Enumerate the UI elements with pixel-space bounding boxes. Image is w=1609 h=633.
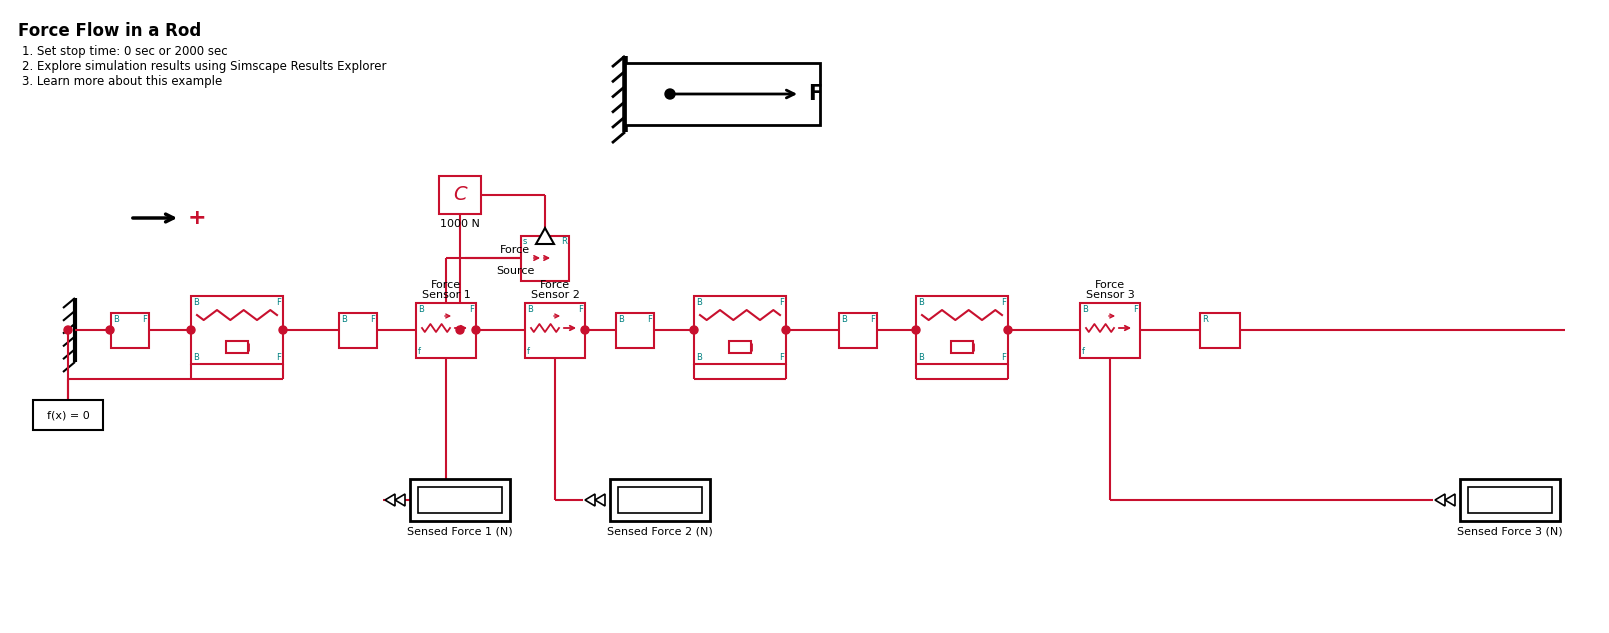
Text: F: F [1133, 304, 1138, 313]
Text: B: B [842, 315, 846, 323]
Text: B: B [528, 304, 533, 313]
Bar [521, 235, 570, 280]
Text: B: B [113, 315, 119, 323]
Bar [838, 313, 877, 348]
Text: 2. Explore simulation results using Simscape Results Explorer: 2. Explore simulation results using Sims… [23, 60, 386, 73]
Text: B: B [919, 298, 924, 307]
Text: 1. Set stop time: 0 sec or 2000 sec: 1. Set stop time: 0 sec or 2000 sec [23, 45, 227, 58]
Text: Sensor 2: Sensor 2 [531, 291, 579, 301]
Text: B: B [697, 353, 702, 362]
Text: f: f [528, 346, 529, 356]
Text: B: B [618, 315, 624, 323]
Circle shape [1004, 326, 1012, 334]
Text: Force Flow in a Rod: Force Flow in a Rod [18, 22, 201, 40]
Circle shape [64, 326, 72, 334]
Bar [191, 296, 283, 364]
Text: F: F [647, 315, 652, 323]
Polygon shape [595, 494, 605, 506]
Text: B: B [193, 353, 200, 362]
Text: F: F [142, 315, 146, 323]
Circle shape [690, 326, 698, 334]
Text: Sensor 1: Sensor 1 [422, 291, 470, 301]
Text: F: F [808, 84, 822, 104]
Polygon shape [1435, 494, 1445, 506]
Text: Source: Source [496, 266, 534, 276]
Circle shape [455, 326, 463, 334]
Text: Force: Force [541, 280, 570, 291]
Bar [417, 303, 476, 358]
Text: F: F [277, 298, 282, 307]
Text: Sensed Force 3 (N): Sensed Force 3 (N) [1458, 526, 1562, 536]
Circle shape [187, 326, 195, 334]
Bar [693, 296, 787, 364]
Text: s: s [523, 237, 528, 246]
Text: Force: Force [500, 245, 529, 255]
Polygon shape [586, 494, 595, 506]
Bar [624, 63, 821, 125]
Bar [525, 303, 586, 358]
Text: F: F [870, 315, 875, 323]
Text: F: F [1001, 353, 1006, 362]
Text: B: B [697, 298, 702, 307]
Bar [225, 341, 248, 353]
Text: f: f [418, 346, 422, 356]
Text: 3. Learn more about this example: 3. Learn more about this example [23, 75, 222, 88]
Text: Force: Force [431, 280, 462, 291]
Polygon shape [1445, 494, 1455, 506]
Bar [610, 479, 710, 521]
Bar [111, 313, 150, 348]
Circle shape [471, 326, 479, 334]
Bar [339, 313, 377, 348]
Circle shape [782, 326, 790, 334]
Bar [618, 487, 702, 513]
Bar [1467, 487, 1553, 513]
Text: B: B [919, 353, 924, 362]
Text: C: C [454, 185, 467, 204]
Bar [418, 487, 502, 513]
Bar [951, 341, 973, 353]
Text: Force: Force [1096, 280, 1125, 291]
Text: F: F [277, 353, 282, 362]
Bar [1200, 313, 1241, 348]
Text: Sensed Force 2 (N): Sensed Force 2 (N) [607, 526, 713, 536]
Text: f: f [1081, 346, 1084, 356]
Text: B: B [1081, 304, 1088, 313]
Text: f(x) = 0: f(x) = 0 [47, 410, 90, 420]
Bar [616, 313, 653, 348]
Text: +: + [188, 208, 206, 228]
Polygon shape [394, 494, 405, 506]
Bar [1459, 479, 1561, 521]
Circle shape [912, 326, 920, 334]
Text: R: R [562, 237, 566, 246]
Text: R: R [1202, 315, 1208, 323]
Bar [34, 400, 103, 430]
Bar [1080, 303, 1141, 358]
Circle shape [665, 89, 676, 99]
Bar [410, 479, 510, 521]
Polygon shape [385, 494, 394, 506]
Text: B: B [418, 304, 423, 313]
Text: Sensor 3: Sensor 3 [1086, 291, 1134, 301]
Text: F: F [370, 315, 375, 323]
Circle shape [278, 326, 286, 334]
Text: F: F [1001, 298, 1006, 307]
Text: B: B [341, 315, 348, 323]
Bar [916, 296, 1007, 364]
Text: F: F [779, 353, 784, 362]
Bar [729, 341, 751, 353]
Bar [439, 176, 481, 214]
Circle shape [106, 326, 114, 334]
Polygon shape [536, 228, 553, 244]
Circle shape [581, 326, 589, 334]
Text: F: F [779, 298, 784, 307]
Text: B: B [193, 298, 200, 307]
Text: 1000 N: 1000 N [441, 219, 479, 229]
Text: F: F [578, 304, 582, 313]
Text: Sensed Force 1 (N): Sensed Force 1 (N) [407, 526, 513, 536]
Text: F: F [470, 304, 475, 313]
